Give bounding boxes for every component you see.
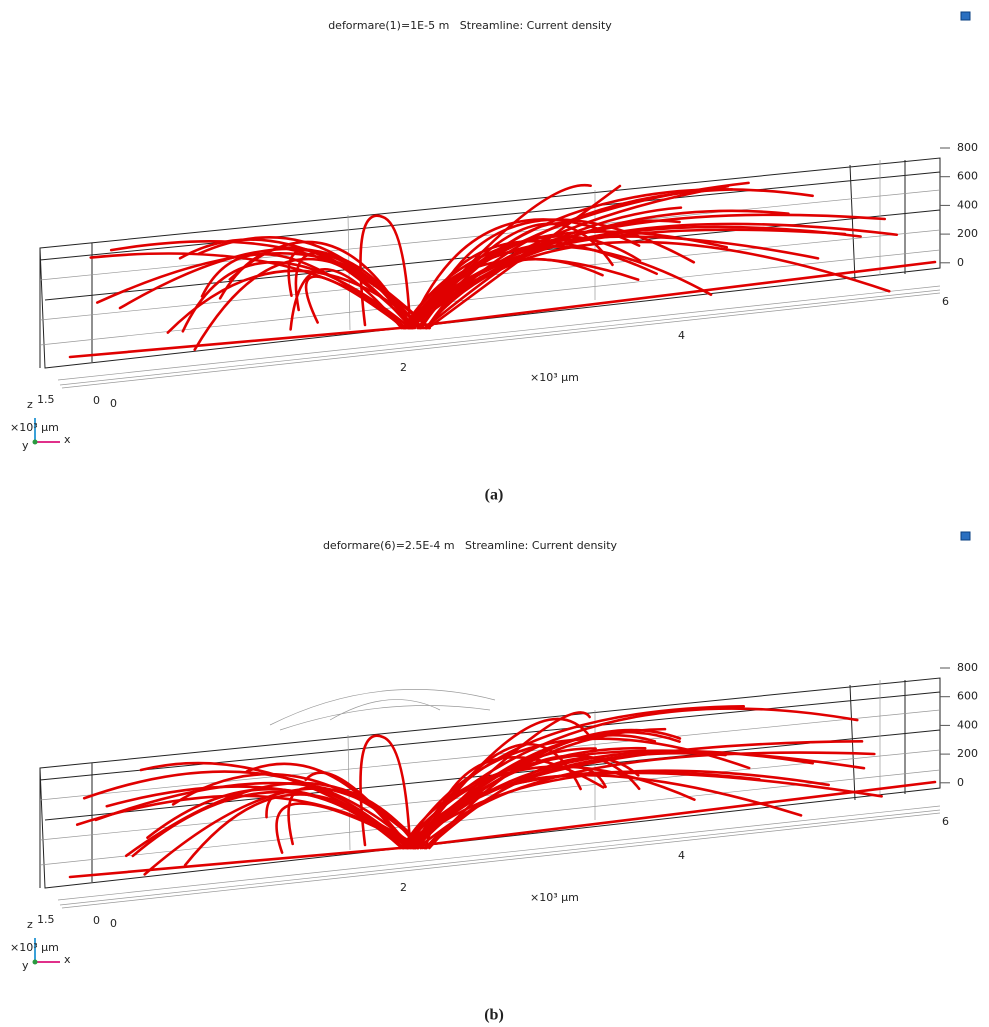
window-icon <box>961 532 970 540</box>
streamline <box>70 782 935 877</box>
triad-unit: ×10³ μm <box>10 941 59 954</box>
triad-x-label: x <box>64 953 71 966</box>
z-tick-label: 0 <box>957 256 964 269</box>
z-tick-label: 200 <box>957 747 978 760</box>
floor-grid <box>58 286 940 388</box>
plot-title: deformare(6)=2.5E-4 m Streamline: Curren… <box>323 539 618 552</box>
z-tick-label: 400 <box>957 198 978 211</box>
deformation-dome <box>270 689 495 730</box>
figure: deformare(1)=1E-5 m Streamline: Current … <box>0 0 989 1027</box>
z-tick-label: 400 <box>957 718 978 731</box>
x-unit-label: ×10³ μm <box>530 891 579 904</box>
z-tick-label: 200 <box>957 227 978 240</box>
z-tick-label: 800 <box>957 141 978 154</box>
x-tick-label: 4 <box>678 329 685 342</box>
triad-scale: 1.5 <box>37 913 55 926</box>
triad-y <box>33 440 38 445</box>
plot-panel: deformare(1)=1E-5 m Streamline: Current … <box>10 12 978 504</box>
x-tick-label: 6 <box>942 815 949 828</box>
x-tick-label: 4 <box>678 849 685 862</box>
plot-panel: deformare(6)=2.5E-4 m Streamline: Curren… <box>10 532 978 1024</box>
triad-y-label: y <box>22 959 29 972</box>
streamline <box>277 804 418 853</box>
triad-scale: 1.5 <box>37 393 55 406</box>
triad-z-label: z <box>27 918 33 931</box>
triad-y <box>33 960 38 965</box>
window-icon <box>961 12 970 20</box>
triad-y-label: y <box>22 439 29 452</box>
z-tick-label: 800 <box>957 661 978 674</box>
y-tick-label: 0 <box>93 394 100 407</box>
x-tick-label: 2 <box>400 881 407 894</box>
panel-caption: (a) <box>485 487 504 504</box>
z-tick-label: 600 <box>957 690 978 703</box>
x-unit-label: ×10³ μm <box>530 371 579 384</box>
x-tick-label: 0 <box>110 397 117 410</box>
x-tick-label: 0 <box>110 917 117 930</box>
triad-unit: ×10³ μm <box>10 421 59 434</box>
x-tick-label: 6 <box>942 295 949 308</box>
y-tick-label: 0 <box>93 914 100 927</box>
panel-caption: (b) <box>484 1007 504 1024</box>
x-tick-label: 2 <box>400 361 407 374</box>
triad-x-label: x <box>64 433 71 446</box>
z-tick-label: 600 <box>957 170 978 183</box>
plot-title: deformare(1)=1E-5 m Streamline: Current … <box>328 19 612 32</box>
triad-z-label: z <box>27 398 33 411</box>
z-tick-label: 0 <box>957 776 964 789</box>
